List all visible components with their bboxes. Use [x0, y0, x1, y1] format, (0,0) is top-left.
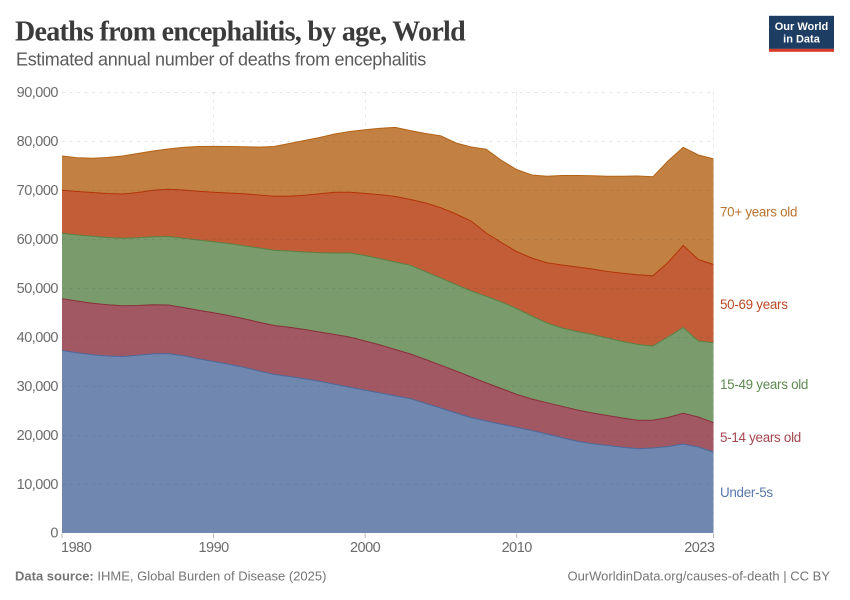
svg-text:80,000: 80,000: [17, 134, 59, 150]
svg-text:60,000: 60,000: [17, 232, 59, 248]
svg-text:Data source: IHME, Global Burd: Data source: IHME, Global Burden of Dise…: [15, 569, 326, 584]
svg-text:1980: 1980: [61, 540, 92, 556]
svg-text:70,000: 70,000: [17, 183, 59, 199]
svg-text:40,000: 40,000: [17, 330, 59, 346]
svg-text:70+ years old: 70+ years old: [720, 205, 797, 220]
svg-text:50,000: 50,000: [17, 281, 59, 297]
svg-text:2000: 2000: [350, 540, 381, 556]
svg-text:5-14 years old: 5-14 years old: [720, 430, 801, 445]
svg-text:OurWorldinData.org/causes-of-d: OurWorldinData.org/causes-of-death | CC …: [567, 569, 830, 584]
svg-text:Our World: Our World: [775, 21, 829, 33]
svg-text:50-69 years: 50-69 years: [720, 297, 788, 312]
svg-text:20,000: 20,000: [17, 428, 59, 444]
svg-text:Under-5s: Under-5s: [720, 485, 773, 500]
svg-text:2010: 2010: [502, 540, 533, 556]
svg-text:in Data: in Data: [783, 34, 821, 46]
svg-text:10,000: 10,000: [17, 477, 59, 493]
svg-text:2023: 2023: [684, 540, 715, 556]
svg-text:15-49 years old: 15-49 years old: [720, 377, 808, 392]
svg-text:0: 0: [50, 526, 58, 542]
svg-text:Deaths from encephalitis, by a: Deaths from encephalitis, by age, World: [15, 17, 466, 48]
svg-text:Estimated annual number of dea: Estimated annual number of deaths from e…: [16, 50, 426, 70]
svg-text:1990: 1990: [198, 540, 229, 556]
svg-text:30,000: 30,000: [17, 379, 59, 395]
svg-text:90,000: 90,000: [17, 85, 59, 101]
